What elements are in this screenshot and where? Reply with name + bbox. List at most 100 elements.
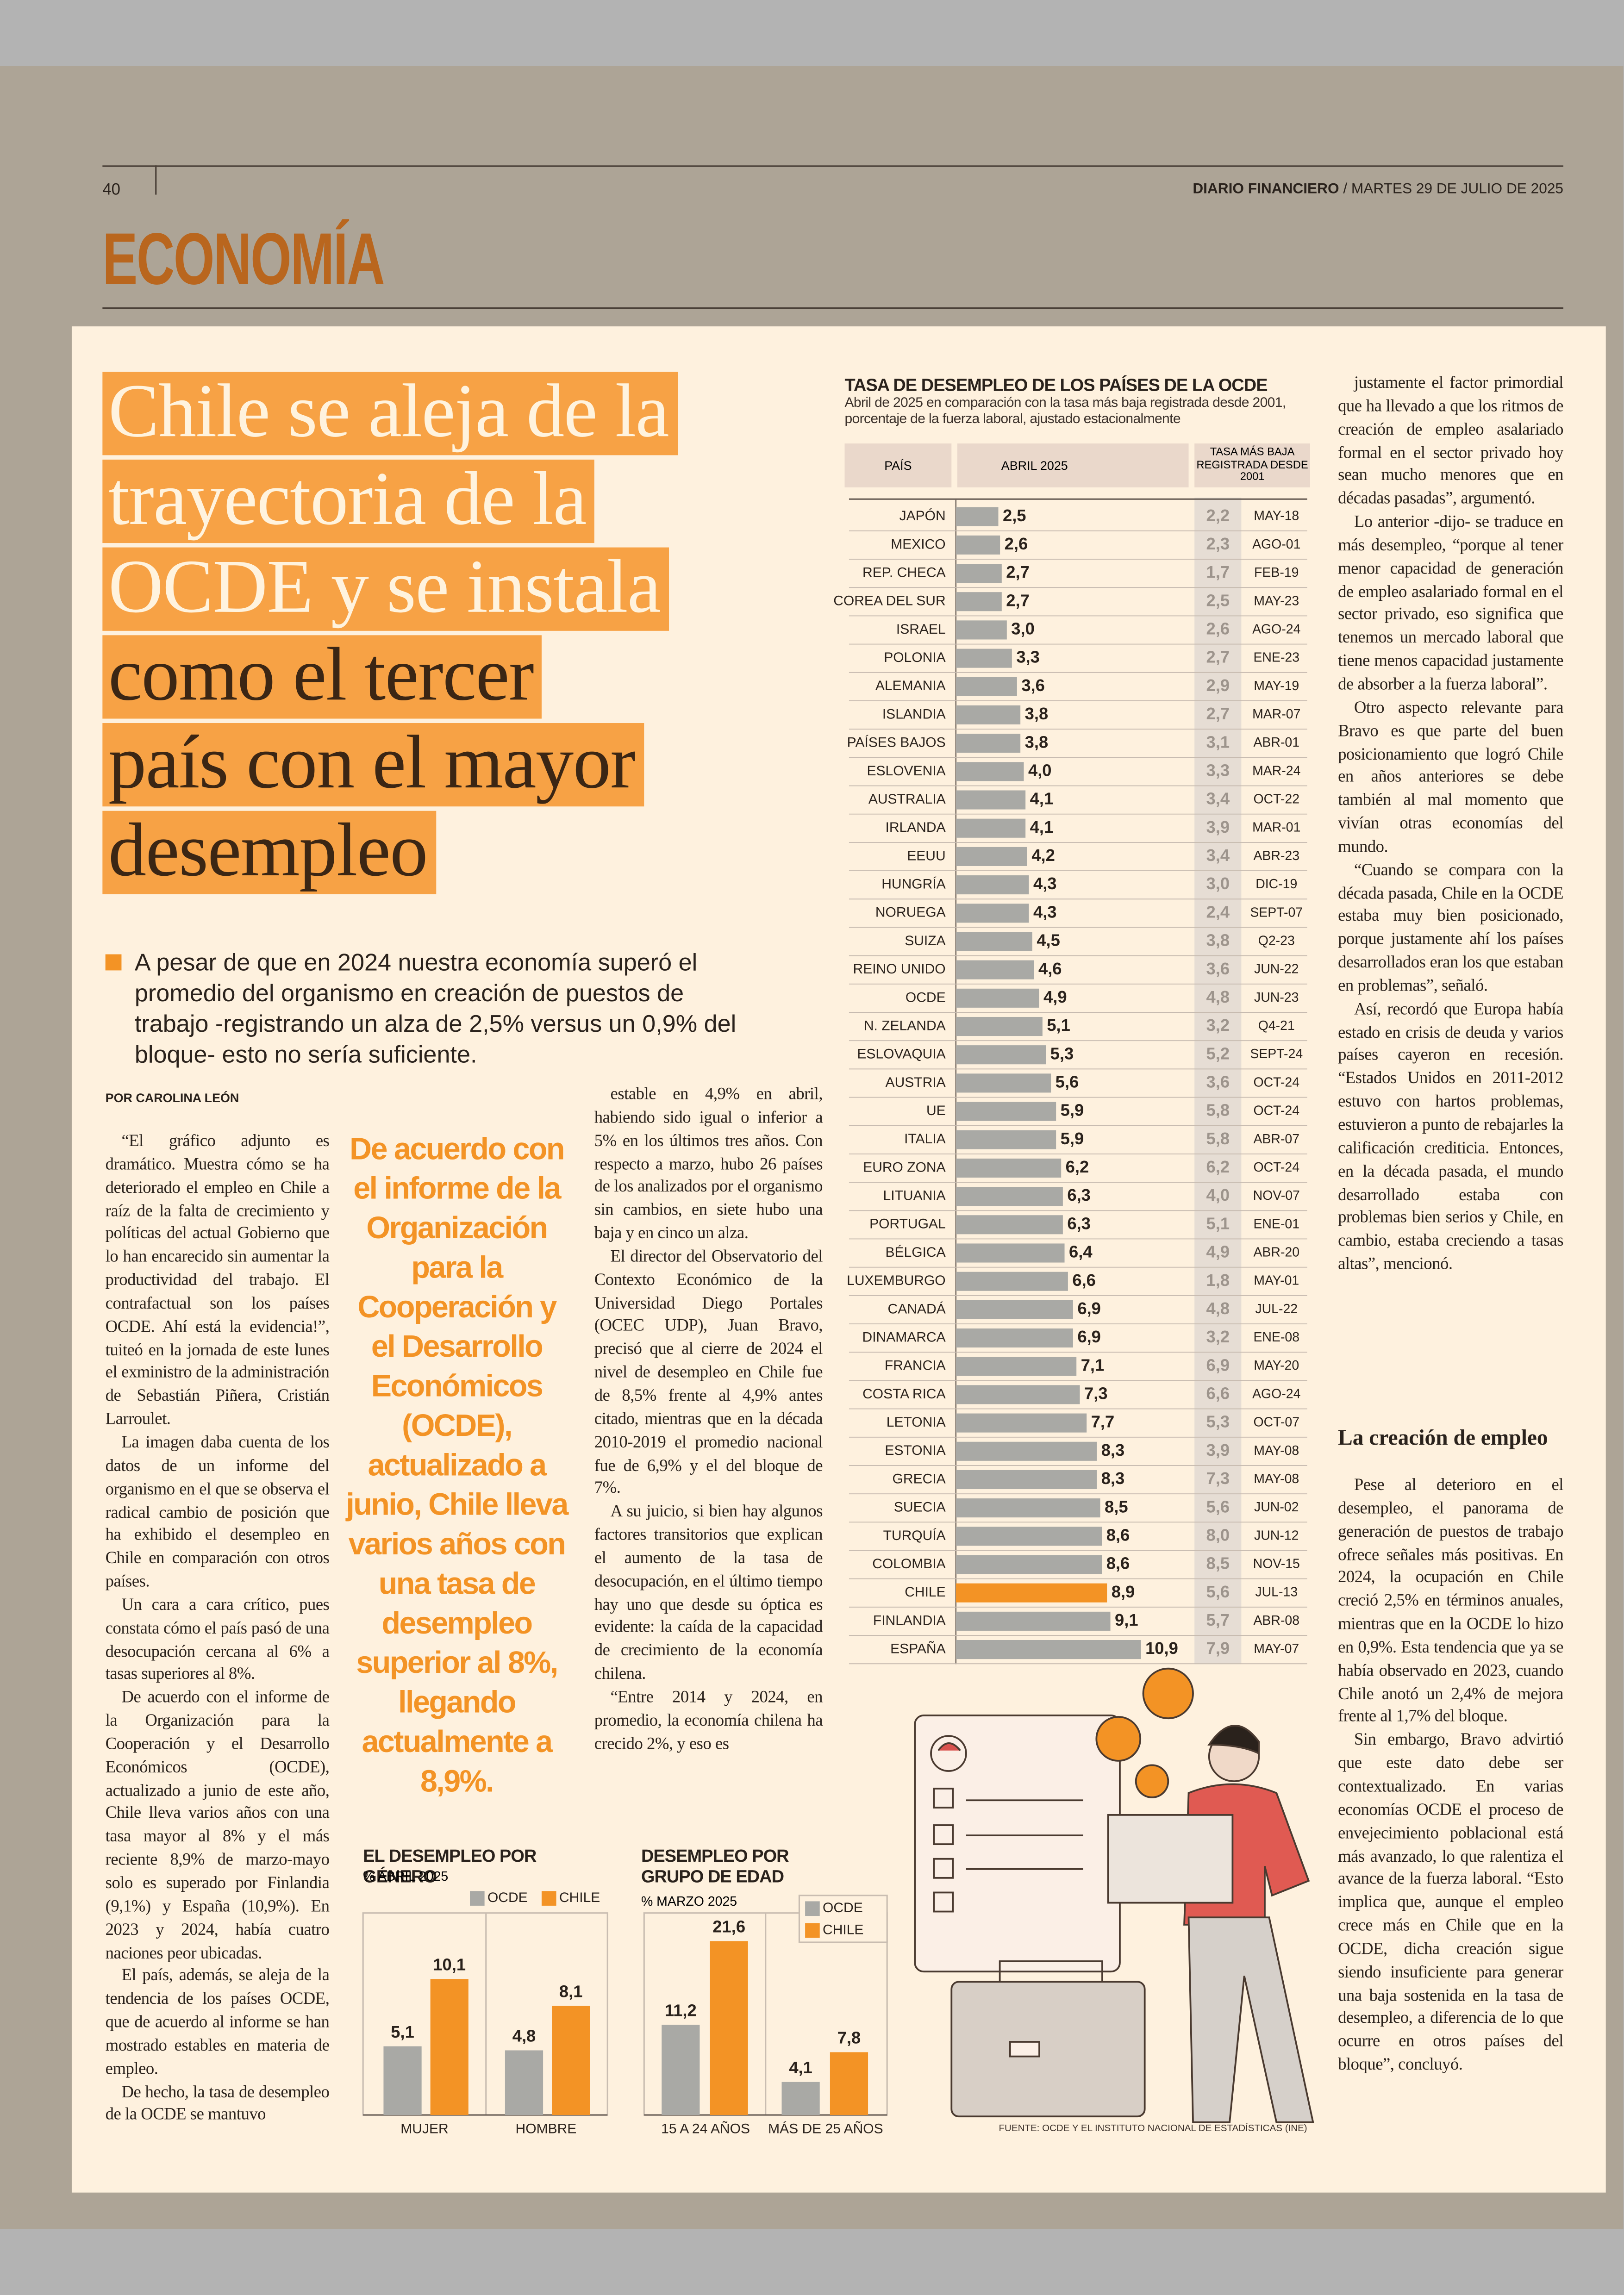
bar — [430, 1979, 468, 2115]
lowest-date: OCT-22 — [1253, 792, 1299, 807]
lowest-date: MAY-08 — [1254, 1472, 1299, 1486]
value-label: 4,1 — [1030, 789, 1054, 808]
bar — [956, 1300, 1073, 1319]
bar — [956, 875, 1029, 895]
lowest-value: 2,7 — [1206, 648, 1230, 667]
bar — [552, 2006, 590, 2115]
value-label: 8,6 — [1106, 1525, 1130, 1544]
category-label: COSTA RICA — [862, 1386, 946, 1402]
bar — [956, 932, 1032, 951]
lowest-value: 5,6 — [1206, 1497, 1230, 1516]
lowest-value: 1,8 — [1206, 1271, 1230, 1290]
value-label: 4,8 — [512, 2027, 536, 2046]
avatar-hair — [937, 1742, 961, 1751]
chart-title: EL DESEMPLEO POR GÉNERO — [363, 1846, 537, 1887]
lowest-date: ENE-01 — [1253, 1216, 1299, 1231]
category-label: FINLANDIA — [873, 1613, 946, 1628]
category-label: IRLANDA — [886, 820, 946, 835]
category-label: LUXEMBURGO — [847, 1273, 945, 1288]
paragraph: “El gráfico adjunto es dramático. Muestr… — [105, 1131, 330, 1429]
value-label: 11,2 — [665, 2001, 697, 2020]
lowest-date: MAR-01 — [1252, 820, 1300, 835]
lowest-value: 3,4 — [1206, 789, 1230, 808]
bar — [956, 960, 1034, 979]
category-label: ISLANDIA — [882, 706, 946, 722]
paragraph: “Entre 2014 y 2024, en promedio, la econ… — [594, 1687, 823, 1753]
header-divider — [155, 165, 157, 195]
lowest-date: MAR-24 — [1252, 763, 1300, 778]
lowest-value: 3,6 — [1206, 959, 1230, 978]
bar — [956, 1017, 1043, 1036]
paragraph: estable en 4,9% en abril, habiendo sido … — [594, 1085, 823, 1243]
value-label: 8,9 — [1112, 1582, 1135, 1601]
value-label: 4,3 — [1033, 902, 1057, 921]
value-label: 5,3 — [1050, 1044, 1074, 1063]
lowest-date: FEB-19 — [1254, 565, 1299, 580]
bar — [956, 1441, 1097, 1461]
lowest-value: 5,7 — [1206, 1610, 1230, 1629]
value-label: 7,8 — [837, 2028, 861, 2047]
paragraph: A su juicio, si bien hay algunos factore… — [594, 1502, 823, 1684]
value-label: 4,6 — [1038, 959, 1062, 978]
lowest-date: ABR-23 — [1253, 848, 1299, 863]
bar — [956, 1470, 1097, 1490]
column-header: TASA MÁS BAJA REGISTRADA DESDE 2001 — [1194, 443, 1310, 487]
coin — [1095, 1716, 1142, 1762]
category-label: PAÍSES BAJOS — [847, 735, 946, 750]
coin — [1135, 1764, 1169, 1798]
value-label: 2,7 — [1006, 562, 1030, 581]
bar — [956, 1102, 1056, 1121]
article-column: estable en 4,9% en abril, habiendo sido … — [594, 1083, 823, 1803]
category-label: MEXICO — [891, 536, 945, 552]
briefcase — [950, 1981, 1146, 2118]
article-column: Pese al deterioro en el desempleo, el pa… — [1338, 1474, 1563, 2147]
bar — [956, 620, 1007, 640]
value-label: 8,1 — [559, 1982, 583, 2001]
lowest-date: ABR-08 — [1253, 1613, 1299, 1628]
bar — [956, 1187, 1063, 1206]
bar — [956, 1611, 1111, 1631]
byline: POR CAROLINA LEÓN — [105, 1090, 239, 1105]
category-label: REINO UNIDO — [853, 961, 946, 977]
lowest-value: 3,4 — [1206, 846, 1230, 865]
bar — [956, 904, 1029, 923]
value-label: 6,9 — [1077, 1327, 1101, 1346]
legend-label: CHILE — [823, 1922, 863, 1938]
category-label: SUECIA — [894, 1500, 946, 1515]
bar — [956, 1272, 1068, 1291]
lowest-value: 2,4 — [1206, 902, 1230, 921]
lowest-value: 5,8 — [1206, 1101, 1230, 1120]
category-label: PORTUGAL — [869, 1216, 946, 1232]
summary: A pesar de que en 2024 nuestra economía … — [134, 950, 737, 1069]
lowest-value: 5,1 — [1206, 1214, 1230, 1233]
bar — [956, 1555, 1102, 1574]
lowest-date: AGO-24 — [1252, 622, 1300, 636]
legend-label: OCDE — [823, 1900, 863, 1915]
publication-line: DIARIO FINANCIERO / MARTES 29 DE JULIO D… — [1193, 181, 1563, 198]
bar — [956, 705, 1021, 725]
chart-subtitle: % ABRIL 2025 — [363, 1869, 449, 1884]
page-number: 40 — [102, 181, 121, 200]
lowest-date: ABR-20 — [1253, 1245, 1299, 1260]
lowest-value: 2,9 — [1206, 676, 1230, 695]
category-label: COLOMBIA — [872, 1556, 945, 1572]
lowest-date: AGO-24 — [1252, 1386, 1300, 1401]
lowest-value: 2,5 — [1206, 591, 1230, 610]
value-label: 7,3 — [1084, 1384, 1108, 1403]
bar — [956, 734, 1021, 753]
lowest-value: 3,8 — [1206, 931, 1230, 950]
category-label: JAPÓN — [899, 508, 946, 524]
lowest-date: NOV-07 — [1253, 1188, 1300, 1203]
bar — [956, 1498, 1100, 1518]
value-label: 5,1 — [1047, 1016, 1070, 1035]
lowest-date: MAY-23 — [1254, 593, 1299, 608]
lowest-date: DIC-19 — [1255, 877, 1297, 892]
bar — [956, 1357, 1077, 1376]
value-label: 3,8 — [1025, 732, 1049, 751]
lowest-value: 3,2 — [1206, 1016, 1230, 1035]
legend-swatch — [805, 1901, 820, 1916]
bar — [956, 1045, 1046, 1065]
lowest-date: AGO-01 — [1252, 537, 1300, 552]
checkbox — [933, 1824, 954, 1846]
